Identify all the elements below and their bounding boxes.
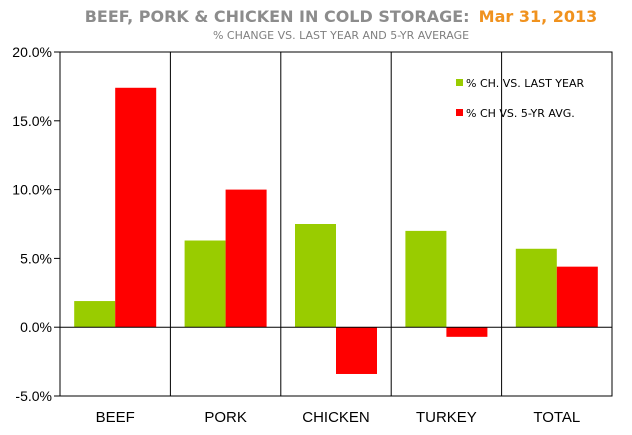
x-category-label: CHICKEN (302, 409, 370, 426)
bar-five-yr-avg-beef (115, 87, 157, 328)
bar-five-yr-avg-turkey (446, 327, 488, 337)
y-tick-label: 5.0% (20, 250, 52, 266)
legend: % CH. VS. LAST YEAR % CH VS. 5-YR AVG. (456, 77, 584, 120)
chart-title: BEEF, PORK & CHICKEN IN COLD STORAGE: Ma… (85, 7, 598, 26)
bar-last-year-chicken (295, 224, 336, 328)
bar-last-year-pork (184, 240, 226, 328)
bar-five-yr-avg-chicken (336, 327, 377, 374)
bar-last-year-total (515, 248, 557, 328)
legend-swatch (456, 109, 463, 116)
chart-subtitle: % CHANGE VS. LAST YEAR AND 5-YR AVERAGE (213, 29, 469, 42)
x-category-label: PORK (204, 409, 247, 426)
bar-last-year-beef (74, 301, 116, 328)
bar-last-year-turkey (405, 230, 447, 328)
plot-border (59, 51, 613, 397)
legend-label: % CH VS. 5-YR AVG. (466, 107, 575, 120)
y-tick-label: 20.0% (12, 44, 52, 60)
chart-title-main: BEEF, PORK & CHICKEN IN COLD STORAGE: (85, 7, 470, 26)
x-category-label: TOTAL (533, 409, 580, 426)
bar-five-yr-avg-pork (225, 189, 267, 328)
chart-title-date: Mar 31, 2013 (479, 7, 598, 26)
x-category-label: BEEF (96, 409, 135, 426)
y-tick-label: 15.0% (12, 113, 52, 129)
legend-label: % CH. VS. LAST YEAR (466, 77, 584, 90)
x-category-label: TURKEY (416, 409, 477, 426)
legend-swatch (456, 79, 463, 86)
y-tick-label: 0.0% (20, 319, 52, 335)
bar-five-yr-avg-total (556, 266, 598, 328)
plot-area: -5.0% 0.0% 5.0% 10.0% 15.0% 20.0% BEEF PORK CHIC… (12, 44, 613, 426)
y-tick-label: 10.0% (12, 182, 52, 198)
y-tick-label: -5.0% (15, 388, 52, 404)
